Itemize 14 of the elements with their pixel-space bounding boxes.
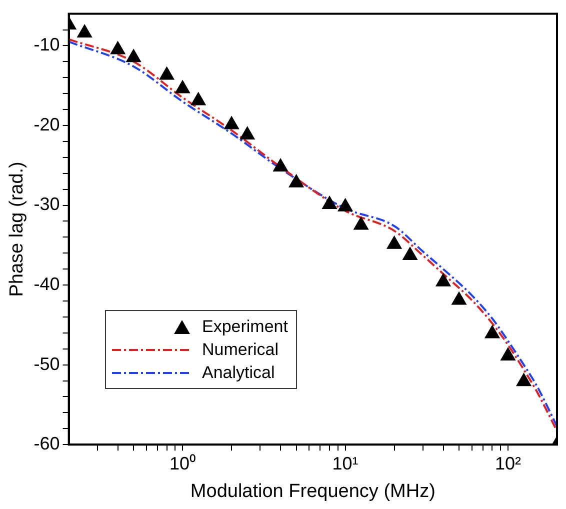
y-tick-label: -20 (34, 114, 60, 134)
y-axis-title: Phase lag (rad.) (6, 162, 28, 297)
y-tick-label: -30 (34, 194, 60, 214)
y-tick-label: -10 (34, 34, 60, 55)
x-tick-label: 10⁰ (170, 453, 196, 474)
legend-label: Numerical (202, 340, 279, 360)
y-tick-label: -40 (34, 274, 60, 294)
x-tick-label: 10² (495, 453, 522, 474)
y-tick-label: -50 (34, 354, 60, 374)
x-axis-title: Modulation Frequency (MHz) (190, 480, 436, 502)
legend-label: Experiment (202, 316, 288, 336)
y-tick-label: -60 (34, 434, 60, 454)
legend-label: Analytical (202, 362, 275, 382)
x-tick-label: 10¹ (332, 453, 358, 474)
